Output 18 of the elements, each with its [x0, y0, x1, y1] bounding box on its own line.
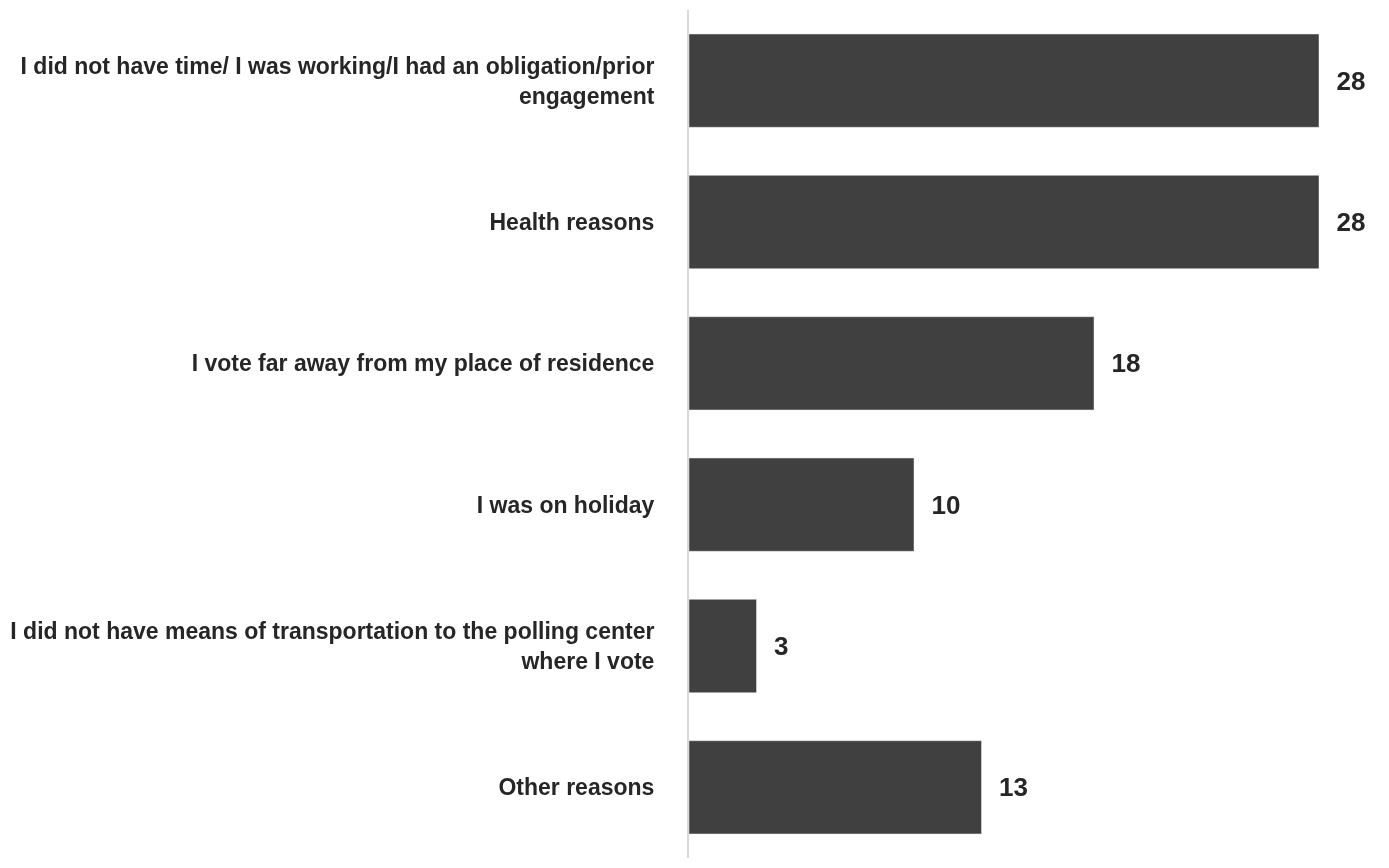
- data-label: 18: [1097, 348, 1141, 379]
- bar: [689, 457, 915, 552]
- bar: [689, 33, 1319, 128]
- bar: [689, 740, 982, 835]
- data-label: 28: [1322, 207, 1366, 237]
- bar: [689, 175, 1319, 269]
- y-tick-label: I was on holiday: [476, 491, 655, 518]
- data-label: 10: [917, 489, 961, 520]
- bar: [689, 599, 757, 693]
- y-tick-label: I vote far away from my place of residence: [191, 350, 655, 377]
- y-tick-label: Health reasons: [489, 209, 655, 236]
- data-label: 13: [984, 772, 1028, 803]
- y-tick-label: I did not have time/ I was working/I had an obligation/prior engagement: [20, 52, 655, 109]
- bar: [689, 316, 1095, 411]
- data-label: 28: [1322, 65, 1366, 96]
- data-label: 3: [759, 631, 789, 661]
- y-tick-label: Other reasons: [498, 774, 655, 801]
- y-tick-label: I did not have means of transportation to the polling center where I vote: [10, 618, 655, 674]
